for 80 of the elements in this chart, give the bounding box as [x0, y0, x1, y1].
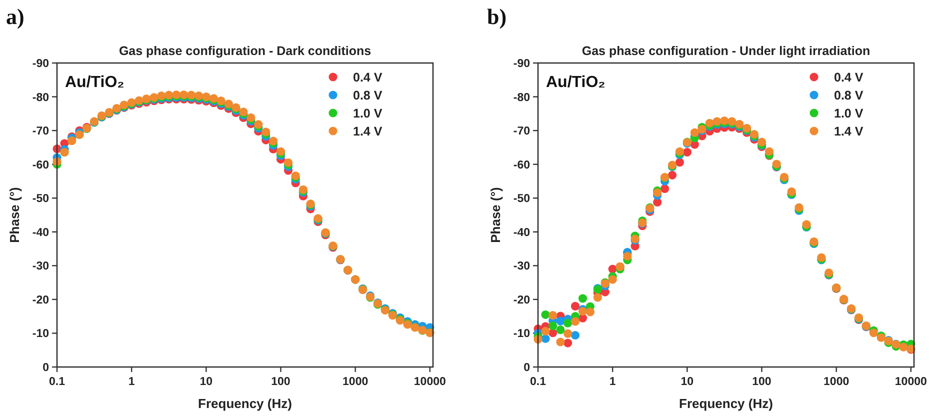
point — [578, 294, 588, 303]
point — [899, 342, 908, 352]
y-tick-label: -20 — [513, 294, 530, 306]
point — [570, 317, 580, 326]
point — [682, 148, 692, 156]
text: a) — [6, 4, 24, 29]
legend-label: 1.0 V — [834, 106, 864, 120]
y-tick-label: -20 — [32, 294, 49, 306]
x-tick-label: 1000 — [342, 376, 368, 388]
y-tick-label: -90 — [513, 58, 530, 70]
y-tick-label: -60 — [32, 159, 49, 172]
chart-title: Gas phase configuration - Dark conditions — [118, 44, 372, 58]
y-tick-label: -80 — [32, 92, 49, 104]
y-tick-label: -70 — [513, 126, 530, 138]
point — [556, 316, 565, 326]
annotation: Au/TiO₂ — [65, 74, 124, 91]
point — [690, 128, 699, 137]
annotation: Au/TiO₂ — [546, 74, 606, 91]
x-tick-label: 1 — [128, 376, 136, 388]
point — [787, 187, 796, 196]
legend-label: 0.8 V — [834, 88, 864, 102]
legend-label: 0.4 V — [353, 70, 383, 84]
point — [757, 138, 766, 146]
point — [764, 147, 774, 156]
x-axis-title: Frequency (Hz) — [679, 396, 773, 411]
y-tick-label: 0 — [42, 362, 49, 374]
y-axis-title: Phase (°) — [7, 187, 22, 243]
chart-title: Gas phase configuration - Under light irradiation — [582, 44, 870, 58]
point — [570, 330, 580, 340]
y-tick-label: -50 — [32, 193, 49, 206]
point — [705, 118, 714, 128]
point — [548, 311, 558, 320]
y-tick-label: -80 — [513, 92, 530, 104]
y-tick-label: -10 — [513, 328, 530, 340]
y-tick-label: -30 — [32, 260, 49, 273]
x-tick-label: 100 — [752, 376, 772, 388]
point — [660, 184, 670, 193]
y-tick-label: -90 — [32, 58, 49, 70]
x-tick-label: 10000 — [414, 376, 446, 388]
y-tick-label: -40 — [513, 226, 530, 239]
y-tick-label: -30 — [513, 260, 530, 273]
point — [564, 329, 572, 338]
point — [564, 338, 572, 348]
x-tick-label: 0.1 — [49, 376, 66, 388]
x-tick-label: 1000 — [824, 376, 850, 388]
x-tick-label: 1 — [609, 376, 616, 388]
y-tick-label: 0 — [524, 362, 530, 374]
legend-label: 1.4 V — [834, 124, 864, 138]
point — [541, 310, 550, 319]
point — [586, 308, 594, 316]
x-tick-label: 10 — [200, 376, 213, 388]
legend-label: 1.4 V — [353, 124, 383, 138]
y-tick-label: -70 — [32, 126, 49, 138]
point — [541, 326, 550, 336]
point — [593, 293, 602, 302]
point — [608, 275, 617, 284]
point — [556, 338, 565, 346]
point — [570, 302, 580, 310]
point — [869, 328, 878, 338]
y-tick-label: -60 — [513, 159, 530, 172]
x-axis-title: Frequency (Hz) — [198, 396, 292, 411]
point — [556, 326, 565, 334]
x-tick-label: 0.1 — [530, 376, 547, 388]
y-tick-label: -10 — [32, 328, 49, 340]
point — [623, 252, 632, 261]
y-axis-title: Phase (°) — [488, 187, 503, 243]
point — [675, 158, 684, 167]
point — [564, 318, 572, 328]
legend-label: 1.0 V — [353, 106, 383, 120]
legend-label: 0.4 V — [834, 70, 864, 84]
point — [548, 321, 558, 330]
x-tick-label: 100 — [271, 376, 290, 388]
text: b) — [487, 4, 507, 29]
x-tick-label: 10 — [680, 376, 694, 388]
legend-label: 0.8 V — [353, 88, 383, 102]
y-tick-label: -40 — [32, 226, 49, 239]
point — [653, 188, 662, 198]
y-tick-label: -50 — [513, 193, 530, 206]
x-tick-label: 10000 — [894, 376, 927, 388]
point — [668, 170, 677, 180]
